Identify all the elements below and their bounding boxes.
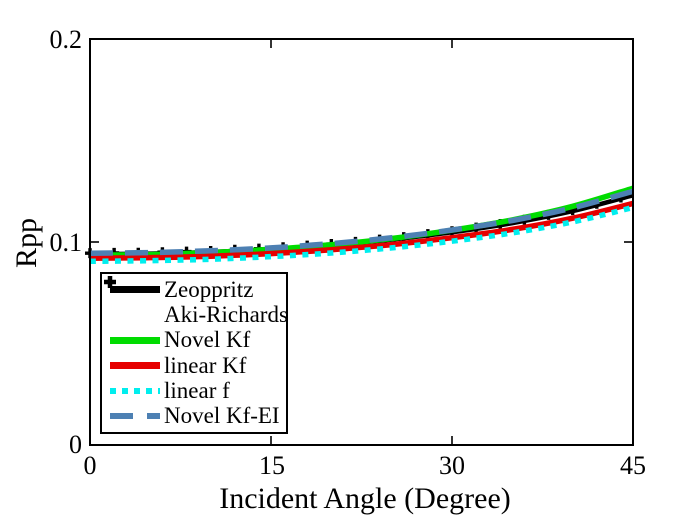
linear-f-line-swatch [109, 383, 161, 399]
legend-label: Novel Kf [164, 327, 251, 353]
x-tick-label-15: 15 [259, 451, 285, 480]
legend-label: linear Kf [164, 352, 247, 378]
zeoppritz-line-swatch [109, 282, 161, 298]
x-axis-label: Incident Angle (Degree) [219, 482, 511, 515]
legend-box: Zeoppritz Aki-Richards Novel Kf linear K… [100, 272, 288, 434]
legend-item-novel-kf-ei: Novel Kf-EI [109, 404, 286, 429]
linear-kf-line-swatch [109, 358, 161, 374]
legend-item-novel-kf: Novel Kf [109, 328, 286, 353]
y-tick-label-0.1: 0.1 [49, 228, 83, 257]
legend-label: Aki-Richards [164, 302, 288, 328]
legend-item-zeoppritz: Zeoppritz [109, 277, 286, 302]
legend-item-linear-f: linear f [109, 378, 286, 403]
plus-marker-icon [104, 276, 161, 323]
x-tick-label-45: 45 [620, 451, 646, 480]
legend-label: Zeoppritz [164, 276, 254, 302]
x-tick-label-0: 0 [83, 451, 97, 480]
y-axis-label: Rpp [10, 218, 43, 269]
x-tick-label-30: 30 [439, 451, 465, 480]
y-tick-label-0: 0 [69, 430, 82, 459]
legend-label: linear f [164, 377, 230, 403]
novel-kf-line-swatch [109, 332, 161, 348]
legend-item-linear-kf: linear Kf [109, 353, 286, 378]
y-tick-label-0.2: 0.2 [49, 25, 83, 54]
legend-item-aki-richards: Aki-Richards [104, 276, 288, 328]
novel-kf-ei-line-swatch [109, 408, 161, 424]
legend-label: Novel Kf-EI [164, 403, 280, 429]
